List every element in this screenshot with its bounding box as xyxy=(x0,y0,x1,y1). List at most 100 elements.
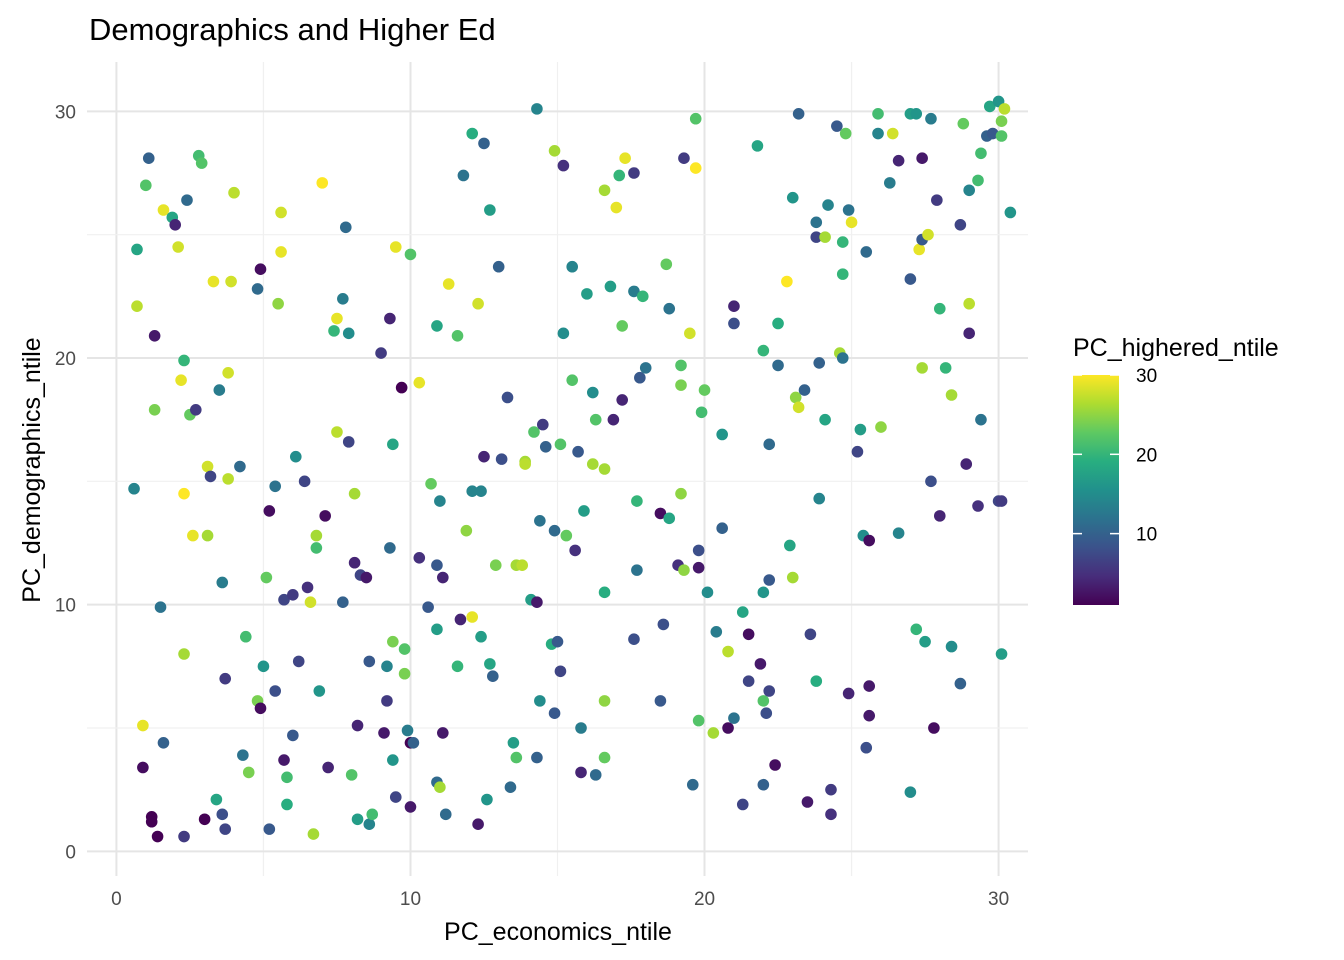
data-point xyxy=(692,544,705,557)
data-point xyxy=(872,108,884,120)
data-point xyxy=(310,542,323,554)
data-point xyxy=(413,552,426,564)
data-point xyxy=(425,478,437,490)
data-point xyxy=(825,808,837,821)
data-point xyxy=(487,670,499,682)
data-point xyxy=(398,667,411,680)
data-point xyxy=(554,438,567,451)
data-point xyxy=(736,798,749,811)
data-point xyxy=(554,665,567,678)
data-point xyxy=(454,613,467,626)
data-point xyxy=(933,302,946,315)
data-point xyxy=(242,766,255,779)
data-point xyxy=(722,722,734,734)
data-point xyxy=(557,159,570,172)
data-point xyxy=(363,655,376,668)
data-point xyxy=(263,505,276,517)
data-point xyxy=(634,371,646,384)
data-point xyxy=(548,145,561,157)
data-point xyxy=(222,473,234,485)
data-point xyxy=(698,384,711,396)
data-point xyxy=(742,675,755,687)
data-point xyxy=(863,534,876,547)
data-point xyxy=(910,108,923,120)
data-point xyxy=(381,660,393,673)
data-point xyxy=(289,450,302,463)
data-point xyxy=(431,623,443,636)
data-point xyxy=(916,152,928,164)
data-point xyxy=(842,204,855,216)
data-point xyxy=(916,362,928,374)
data-point xyxy=(337,293,349,305)
data-point xyxy=(548,707,561,719)
data-point xyxy=(589,413,602,426)
data-point xyxy=(716,522,728,534)
data-point xyxy=(825,783,837,796)
data-point xyxy=(128,482,140,495)
data-point xyxy=(310,529,323,542)
data-point xyxy=(148,330,161,342)
data-point xyxy=(692,561,705,574)
legend-tick-label: 20 xyxy=(1136,445,1157,466)
data-point xyxy=(757,344,770,357)
data-point xyxy=(975,413,987,426)
data-point xyxy=(675,487,687,500)
data-point xyxy=(475,630,487,643)
data-point xyxy=(516,559,529,571)
data-point xyxy=(572,445,584,458)
data-point xyxy=(925,112,937,125)
data-point xyxy=(348,487,361,500)
data-point xyxy=(201,460,214,473)
data-point xyxy=(598,695,611,707)
data-point xyxy=(728,317,740,330)
data-point xyxy=(375,347,387,359)
data-point xyxy=(178,830,190,843)
data-point xyxy=(560,529,573,542)
data-point xyxy=(910,623,923,636)
data-point xyxy=(757,586,770,599)
data-point xyxy=(810,675,823,687)
data-point xyxy=(401,724,414,737)
data-point xyxy=(678,564,690,576)
data-point xyxy=(589,769,602,781)
data-point xyxy=(531,596,543,608)
data-point xyxy=(810,231,823,243)
data-point xyxy=(378,727,390,739)
data-point xyxy=(675,359,687,372)
data-point xyxy=(872,127,884,140)
data-point xyxy=(484,204,496,216)
data-point xyxy=(254,702,267,715)
data-point xyxy=(675,379,687,391)
data-point xyxy=(619,152,631,164)
data-point xyxy=(478,450,490,463)
data-point xyxy=(472,297,484,310)
data-point xyxy=(137,761,149,774)
data-point xyxy=(225,275,237,288)
data-point xyxy=(631,495,643,507)
data-point xyxy=(628,633,640,645)
data-point xyxy=(140,179,152,192)
data-point xyxy=(763,574,776,586)
data-point xyxy=(836,236,849,248)
data-point xyxy=(701,586,714,599)
data-point xyxy=(975,147,987,160)
data-point xyxy=(575,722,587,734)
data-point xyxy=(819,413,831,426)
data-point xyxy=(822,199,834,211)
data-point xyxy=(157,737,170,749)
data-point xyxy=(998,103,1011,115)
data-point xyxy=(654,695,667,707)
data-point xyxy=(269,480,282,493)
data-point xyxy=(313,685,326,697)
data-point xyxy=(387,635,399,648)
data-point xyxy=(663,302,676,315)
data-point xyxy=(210,793,223,806)
data-point xyxy=(854,423,867,436)
data-point xyxy=(995,648,1008,660)
data-point xyxy=(219,672,232,685)
data-point xyxy=(904,273,917,285)
y-axis-title: PC_demographics_ntile xyxy=(18,337,46,602)
data-point xyxy=(922,228,934,241)
data-point xyxy=(148,404,161,416)
data-point xyxy=(275,246,287,258)
